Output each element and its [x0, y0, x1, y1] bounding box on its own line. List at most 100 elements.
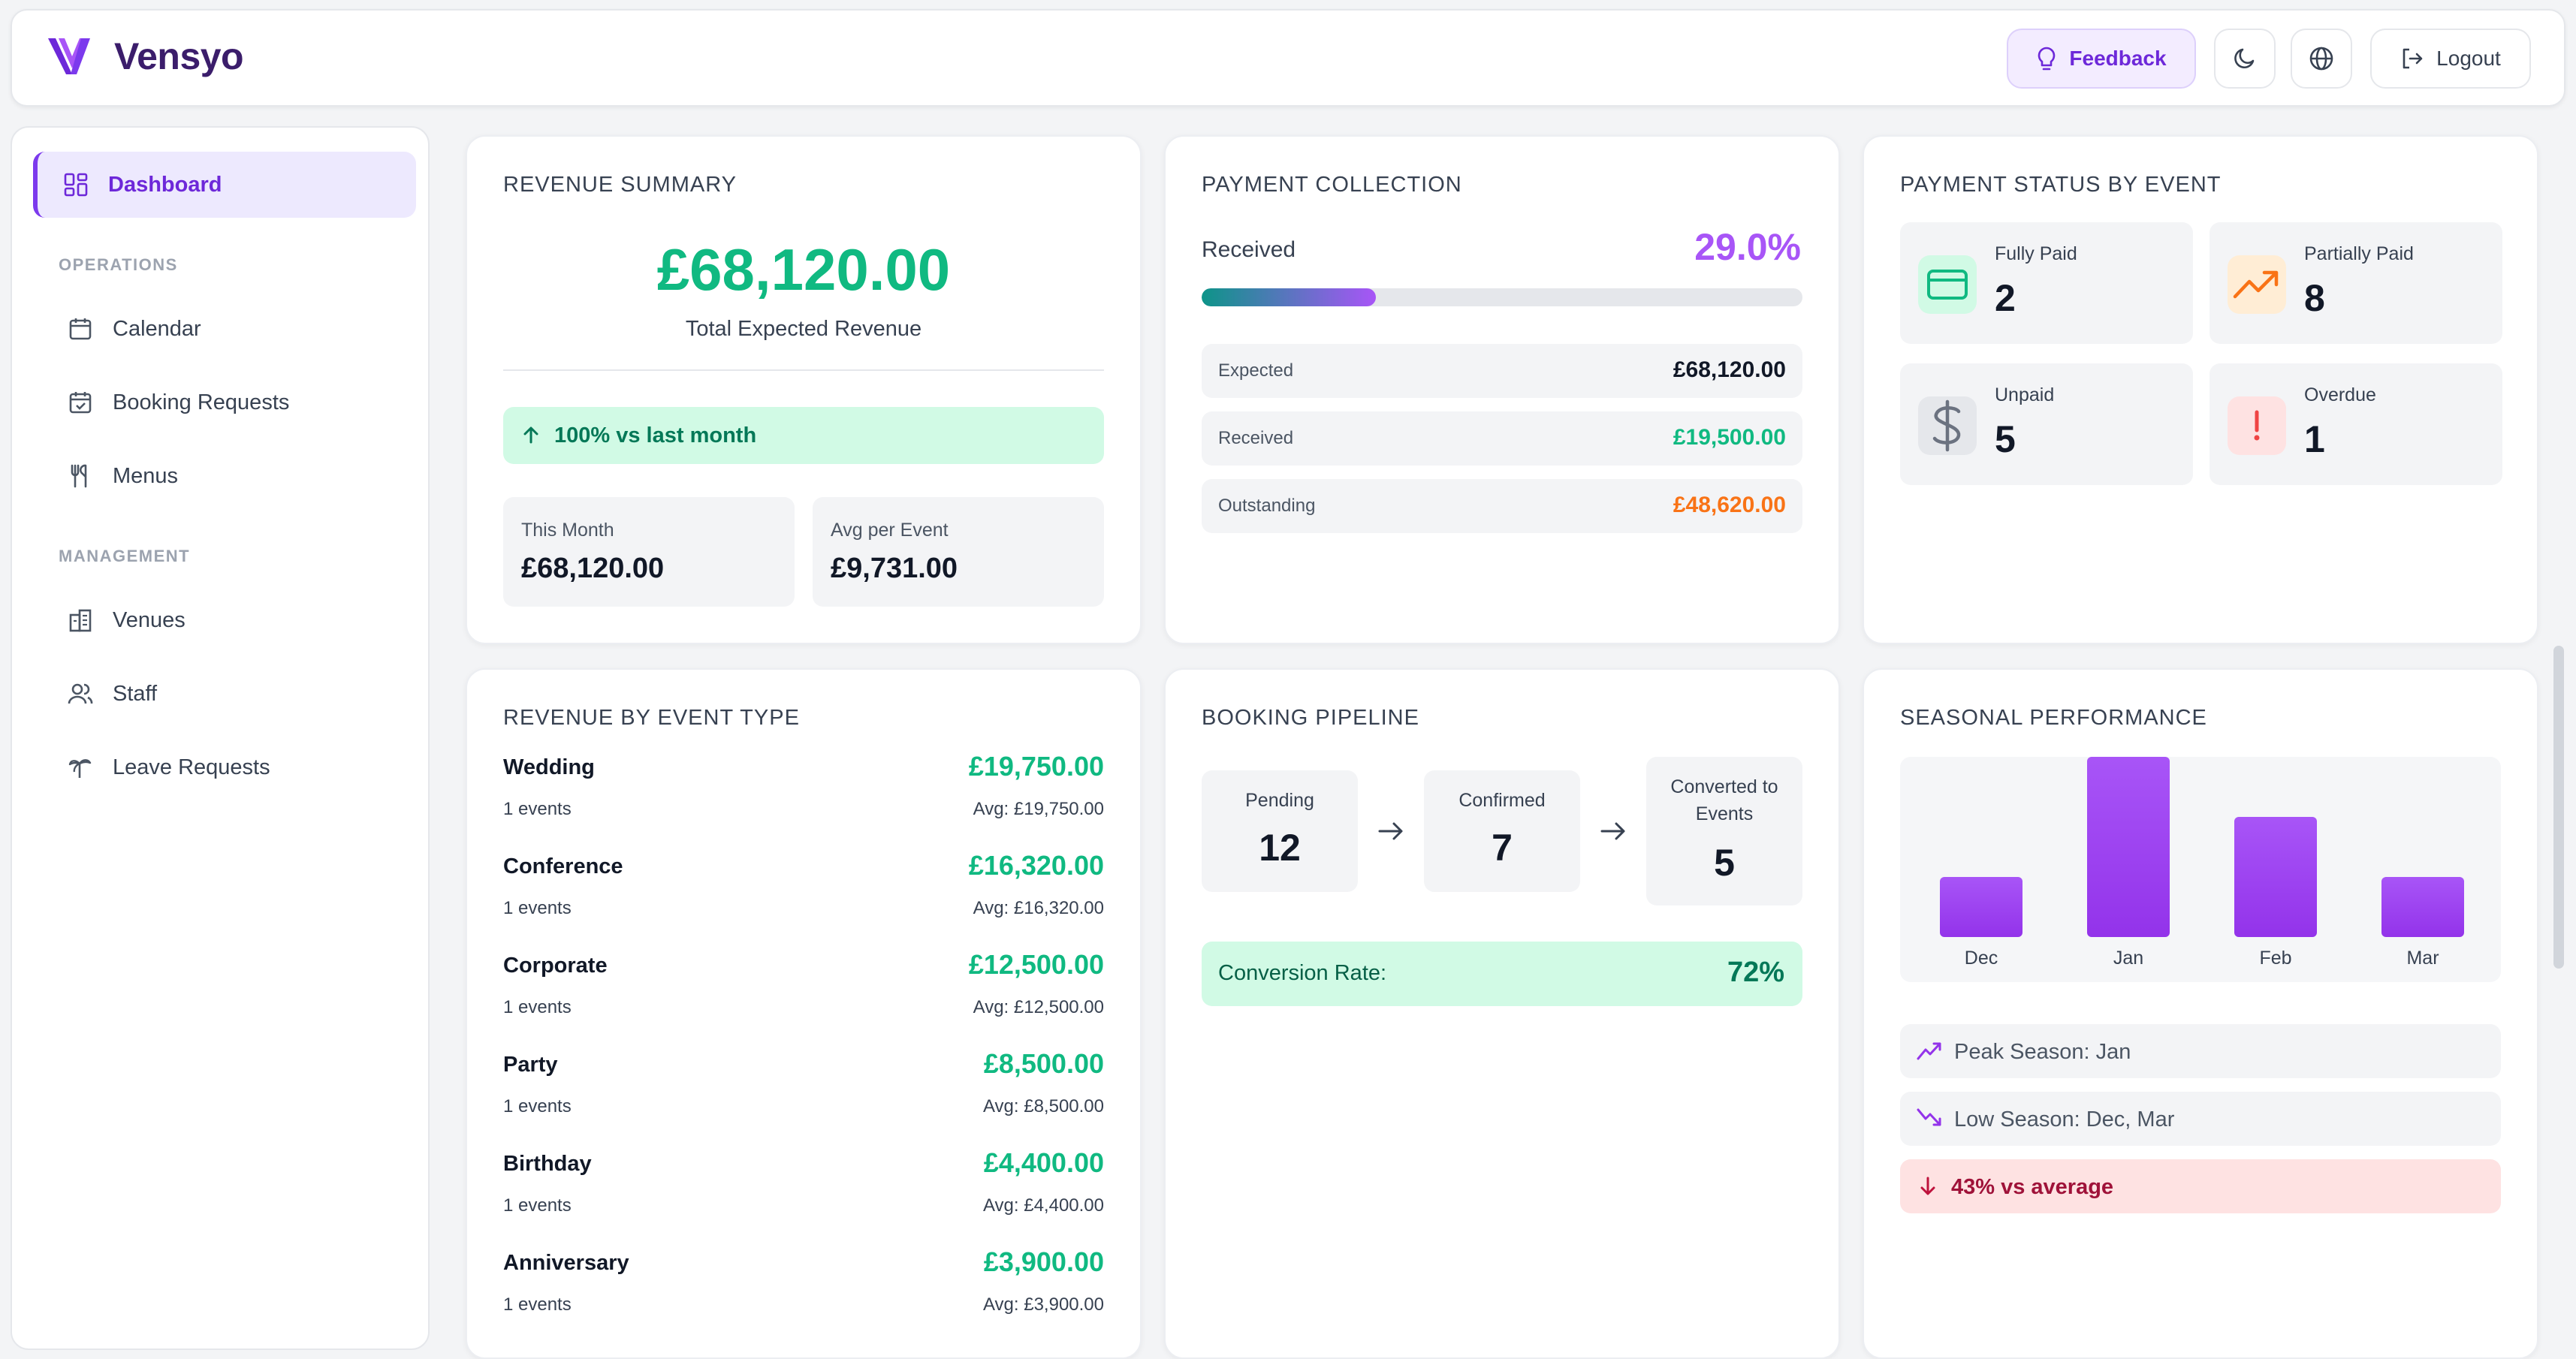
sidebar-item-dashboard[interactable]: Dashboard — [33, 152, 416, 218]
event-type-count: 1 events — [503, 898, 572, 918]
arrow-down-icon — [1920, 1177, 1935, 1195]
sidebar-item-staff[interactable]: Staff — [33, 661, 416, 727]
sidebar-item-label: Venues — [113, 607, 186, 632]
status-fully-paid: Fully Paid 2 — [1900, 222, 2193, 344]
sidebar-item-leave-requests[interactable]: Leave Requests — [33, 734, 416, 800]
status-icon-box — [2228, 255, 2286, 314]
this-month-value: £68,120.00 — [521, 553, 665, 584]
outstanding-row: Outstanding £48,620.00 — [1202, 479, 1802, 533]
status-icon-box — [2228, 396, 2286, 455]
collection-progress-bar — [1202, 288, 1802, 306]
stage-value: 12 — [1259, 827, 1301, 869]
conversion-label: Conversion Rate: — [1218, 961, 1387, 985]
card-title: REVENUE SUMMARY — [503, 173, 737, 197]
credit-card-icon — [1927, 270, 1968, 300]
status-label: Unpaid — [1995, 384, 2055, 405]
event-type-row: Birthday £4,400.00 1 events Avg: £4,400.00 — [503, 1147, 1104, 1242]
bar-jan — [2087, 757, 2170, 937]
bar-label-feb: Feb — [2259, 948, 2291, 969]
bar-label-mar: Mar — [2406, 948, 2439, 969]
status-value: 5 — [1995, 418, 2016, 460]
vensyo-logo-icon — [48, 38, 90, 74]
bar-feb — [2234, 817, 2317, 937]
sidebar-item-label: Staff — [113, 681, 158, 706]
arrow-right-icon — [1378, 822, 1403, 840]
status-partially-paid: Partially Paid 8 — [2210, 222, 2502, 344]
event-type-avg: Avg: £19,750.00 — [973, 799, 1104, 819]
brand-logo[interactable]: Vensyo — [47, 35, 244, 78]
bar-label-jan: Jan — [2113, 948, 2143, 969]
feedback-label: Feedback — [2069, 47, 2167, 70]
card-title: SEASONAL PERFORMANCE — [1900, 706, 2207, 730]
calendar-check-icon — [69, 392, 92, 414]
avg-per-event-box: Avg per Event £9,731.00 — [813, 497, 1104, 607]
status-value: 2 — [1995, 277, 2016, 319]
trend-label: 100% vs last month — [554, 423, 757, 447]
sidebar-item-calendar[interactable]: Calendar — [33, 296, 416, 362]
brand-name: Vensyo — [114, 35, 244, 77]
bar-dec — [1940, 877, 2022, 937]
section-operations: OPERATIONS — [59, 255, 178, 274]
status-value: 1 — [2304, 418, 2325, 460]
pipeline-stage-confirmed: Confirmed 7 — [1424, 770, 1580, 892]
bar-label-dec: Dec — [1965, 948, 1998, 969]
payment-status-card: PAYMENT STATUS BY EVENT Fully Paid 2 Par… — [1863, 135, 2538, 644]
card-title: PAYMENT COLLECTION — [1202, 173, 1462, 197]
dark-mode-toggle[interactable] — [2214, 29, 2276, 89]
low-season-row: Low Season: Dec, Mar — [1900, 1092, 2501, 1146]
status-icon-box — [1918, 396, 1977, 455]
logout-button[interactable]: Logout — [2370, 29, 2531, 89]
calendar-icon — [69, 318, 92, 340]
event-type-row: Corporate £12,500.00 1 events Avg: £12,500.… — [503, 949, 1104, 1044]
users-icon — [68, 683, 93, 704]
low-season-label: Low Season: Dec, Mar — [1954, 1107, 2175, 1131]
trending-down-icon — [1917, 1108, 1941, 1126]
event-type-avg: Avg: £12,500.00 — [973, 997, 1104, 1017]
pipeline-stage-pending: Pending 12 — [1202, 770, 1358, 892]
sidebar-item-venues[interactable]: Venues — [33, 587, 416, 653]
moon-icon — [2234, 48, 2255, 68]
conversion-value: 72% — [1727, 957, 1784, 988]
sidebar-item-label: Calendar — [113, 316, 201, 341]
expected-row: Expected £68,120.00 — [1202, 344, 1802, 398]
language-button[interactable] — [2291, 29, 2352, 89]
stage-value: 5 — [1714, 842, 1735, 884]
event-type-name: Party — [503, 1053, 558, 1077]
seasonal-chart: Dec Jan Feb Mar — [1900, 757, 2501, 982]
stage-label: Confirmed — [1458, 790, 1546, 811]
status-label: Partially Paid — [2304, 243, 2414, 264]
feedback-button[interactable]: Feedback — [2007, 29, 2196, 89]
event-type-count: 1 events — [503, 1096, 572, 1116]
palm-tree-icon — [68, 759, 92, 778]
seasonal-performance-card: SEASONAL PERFORMANCE Dec Jan Feb Mar Peak S… — [1863, 668, 2538, 1359]
event-type-row: Conference £16,320.00 1 events Avg: £16,320… — [503, 850, 1104, 945]
event-type-name: Conference — [503, 854, 623, 878]
globe-icon — [2309, 47, 2333, 71]
lightbulb-icon — [2038, 47, 2056, 71]
received-row-value: £19,500.00 — [1673, 425, 1786, 450]
event-type-amount: £19,750.00 — [968, 751, 1104, 782]
stage-value: 7 — [1492, 827, 1513, 869]
event-type-name: Anniversary — [503, 1251, 629, 1275]
dollar-icon — [1932, 399, 1961, 452]
pipeline-stage-converted: Converted to Events 5 — [1646, 757, 1802, 905]
event-type-count: 1 events — [503, 1294, 572, 1315]
event-type-count: 1 events — [503, 997, 572, 1017]
sidebar-item-menus[interactable]: Menus — [33, 443, 416, 509]
expected-value: £68,120.00 — [1673, 357, 1786, 382]
event-type-name: Corporate — [503, 954, 608, 978]
avg-per-event-label: Avg per Event — [831, 520, 949, 541]
sidebar-item-booking-requests[interactable]: Booking Requests — [33, 369, 416, 435]
conversion-rate-bar: Conversion Rate: 72% — [1202, 942, 1802, 1006]
card-title: REVENUE BY EVENT TYPE — [503, 706, 800, 730]
event-type-amount: £16,320.00 — [968, 850, 1104, 881]
bar-mar — [2381, 877, 2464, 937]
divider — [503, 369, 1104, 371]
peak-season-label: Peak Season: Jan — [1954, 1040, 2131, 1064]
scrollbar-thumb[interactable] — [2553, 646, 2564, 969]
sidebar-item-label: Menus — [113, 463, 179, 488]
event-type-name: Birthday — [503, 1152, 592, 1176]
outstanding-value: £48,620.00 — [1673, 493, 1786, 517]
outstanding-label: Outstanding — [1218, 496, 1316, 516]
sidebar-item-label: Leave Requests — [113, 755, 270, 779]
